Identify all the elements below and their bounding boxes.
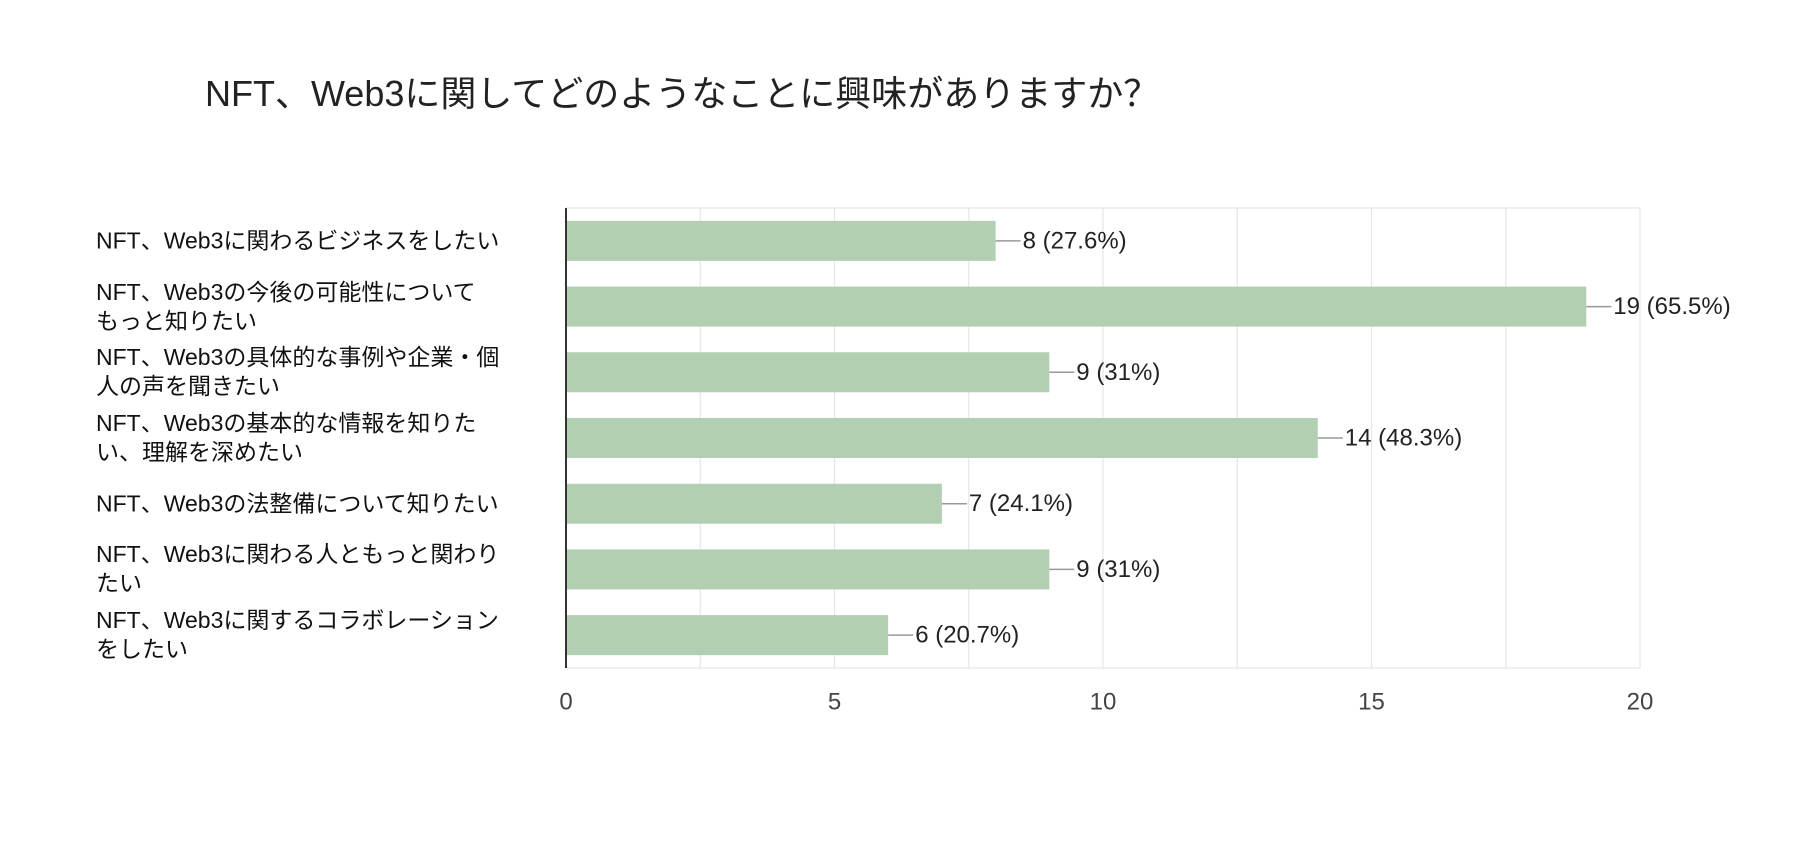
- category-label: NFT、Web3の今後の可能性について もっと知りたい: [96, 278, 476, 334]
- x-tick-label: 0: [559, 689, 572, 716]
- category-label: NFT、Web3に関わる人ともっと関わり たい: [96, 541, 500, 597]
- bar: [566, 352, 1050, 393]
- data-label: 7 (24.1%): [969, 490, 1073, 517]
- category-label: NFT、Web3の具体的な事例や企業・個 人の声を聞きたい: [96, 344, 500, 400]
- bar: [566, 418, 1318, 458]
- bar: [566, 549, 1050, 590]
- data-label: 6 (20.7%): [915, 622, 1019, 649]
- x-tick-label: 15: [1358, 689, 1385, 716]
- data-label: 19 (65.5%): [1613, 293, 1730, 320]
- bar: [566, 286, 1587, 327]
- bar: [566, 615, 889, 656]
- category-label: NFT、Web3の基本的な情報を知りた い、理解を深めたい: [96, 410, 477, 465]
- chart-title: NFT、Web3に関してどのようなことに興味がありますか？: [205, 73, 1160, 114]
- category-label: NFT、Web3の法整備について知りたい: [96, 490, 499, 517]
- x-tick-label: 10: [1090, 689, 1117, 716]
- x-tick-label: 20: [1627, 689, 1654, 716]
- category-label: NFT、Web3に関わるビジネスをしたい: [96, 227, 500, 254]
- data-label: 14 (48.3%): [1345, 425, 1462, 452]
- bar: [566, 220, 996, 261]
- x-tick-label: 5: [828, 689, 841, 716]
- data-label: 8 (27.6%): [1023, 227, 1127, 254]
- data-label: 9 (31%): [1076, 359, 1160, 386]
- category-label: NFT、Web3に関するコラボレーション をしたい: [96, 607, 499, 663]
- bar: [566, 483, 942, 524]
- data-label: 9 (31%): [1076, 556, 1160, 583]
